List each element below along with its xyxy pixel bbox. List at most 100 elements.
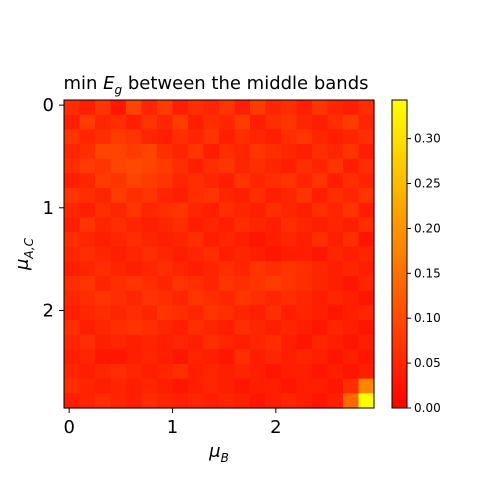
heatmap-cell: [358, 378, 375, 394]
heatmap-cell: [95, 246, 112, 262]
heatmap-cell: [203, 188, 220, 204]
heatmap-cell: [188, 290, 205, 306]
heatmap-cell: [172, 393, 189, 409]
heatmap-cell: [343, 320, 360, 336]
heatmap-cell: [157, 246, 174, 262]
heatmap-cell: [79, 320, 96, 336]
heatmap-cell: [327, 144, 344, 160]
x-tick-label: 2: [270, 417, 281, 438]
heatmap-cell: [141, 129, 158, 145]
heatmap-cell: [110, 129, 127, 145]
heatmap-cell: [250, 232, 267, 248]
heatmap-cell: [110, 364, 127, 380]
heatmap-cell: [250, 393, 267, 409]
heatmap-cell: [64, 232, 81, 248]
heatmap-cell: [234, 393, 251, 409]
colorbar-tick-label: 0.25: [414, 177, 441, 191]
heatmap-cell: [79, 114, 96, 130]
heatmap-cell: [79, 305, 96, 321]
heatmap-cell: [64, 173, 81, 189]
heatmap-cell: [64, 246, 81, 262]
heatmap-cell: [126, 334, 143, 350]
heatmap-cell: [358, 144, 375, 160]
heatmap-cell: [343, 158, 360, 174]
heatmap-cell: [79, 276, 96, 292]
heatmap-cell: [312, 364, 329, 380]
heatmap-cell: [312, 290, 329, 306]
heatmap-cell: [312, 393, 329, 409]
heatmap-cell: [64, 100, 81, 116]
heatmap-cell: [79, 261, 96, 277]
heatmap-cell: [126, 290, 143, 306]
heatmap-cell: [327, 173, 344, 189]
heatmap-cell: [141, 378, 158, 394]
heatmap-cell: [296, 232, 313, 248]
heatmap-cell: [250, 114, 267, 130]
heatmap-cell: [343, 290, 360, 306]
heatmap-cell: [327, 393, 344, 409]
heatmap-cell: [203, 334, 220, 350]
heatmap-cell: [234, 217, 251, 233]
heatmap-cell: [157, 217, 174, 233]
heatmap-cell: [281, 378, 298, 394]
heatmap-cell: [95, 393, 112, 409]
heatmap-cell: [265, 261, 282, 277]
heatmap-cell: [281, 334, 298, 350]
heatmap-cell: [203, 232, 220, 248]
x-axis-ticks: 0 1 2: [63, 408, 282, 438]
heatmap-cell: [64, 217, 81, 233]
heatmap-cell: [312, 305, 329, 321]
heatmap-cell: [358, 305, 375, 321]
heatmap-cell: [188, 129, 205, 145]
heatmap-cell: [188, 305, 205, 321]
heatmap-cell: [79, 246, 96, 262]
heatmap-cell: [203, 114, 220, 130]
heatmap-cell: [343, 232, 360, 248]
heatmap-cell: [234, 276, 251, 292]
heatmap-cell: [95, 334, 112, 350]
heatmap-cell: [312, 217, 329, 233]
heatmap-cell: [172, 144, 189, 160]
heatmap-cell: [265, 114, 282, 130]
heatmap-cell: [281, 114, 298, 130]
heatmap-cell: [296, 334, 313, 350]
heatmap-cell: [64, 114, 81, 130]
heatmap-cell: [188, 232, 205, 248]
heatmap-cell: [327, 261, 344, 277]
heatmap-cell: [327, 246, 344, 262]
heatmap-cell: [312, 261, 329, 277]
heatmap-cell: [126, 349, 143, 365]
heatmap-cell: [327, 334, 344, 350]
heatmap-cell: [358, 276, 375, 292]
heatmap-cell: [110, 320, 127, 336]
heatmap-cell: [281, 173, 298, 189]
heatmap-cell: [312, 158, 329, 174]
heatmap-cell: [219, 393, 236, 409]
heatmap-cell: [141, 261, 158, 277]
heatmap-cell: [250, 217, 267, 233]
heatmap-cell: [172, 349, 189, 365]
heatmap-cell: [141, 114, 158, 130]
heatmap-cell: [203, 378, 220, 394]
heatmap-cell: [188, 202, 205, 218]
heatmap-cell: [296, 349, 313, 365]
y-tick-label: 1: [43, 198, 54, 219]
heatmap-cell: [172, 378, 189, 394]
heatmap-cell: [95, 100, 112, 116]
heatmap-cell: [327, 232, 344, 248]
heatmap-cell: [327, 217, 344, 233]
heatmap-cell: [234, 246, 251, 262]
heatmap-cell: [312, 246, 329, 262]
heatmap-cell: [219, 364, 236, 380]
heatmap-cell: [234, 364, 251, 380]
heatmap-cell: [110, 173, 127, 189]
heatmap-cell: [234, 100, 251, 116]
heatmap-cell: [157, 378, 174, 394]
heatmap-cell: [188, 217, 205, 233]
heatmap-cell: [265, 173, 282, 189]
heatmap-cell: [203, 129, 220, 145]
heatmap-cell: [343, 217, 360, 233]
heatmap-cell: [327, 290, 344, 306]
heatmap-cell: [250, 144, 267, 160]
heatmap-cell: [265, 334, 282, 350]
